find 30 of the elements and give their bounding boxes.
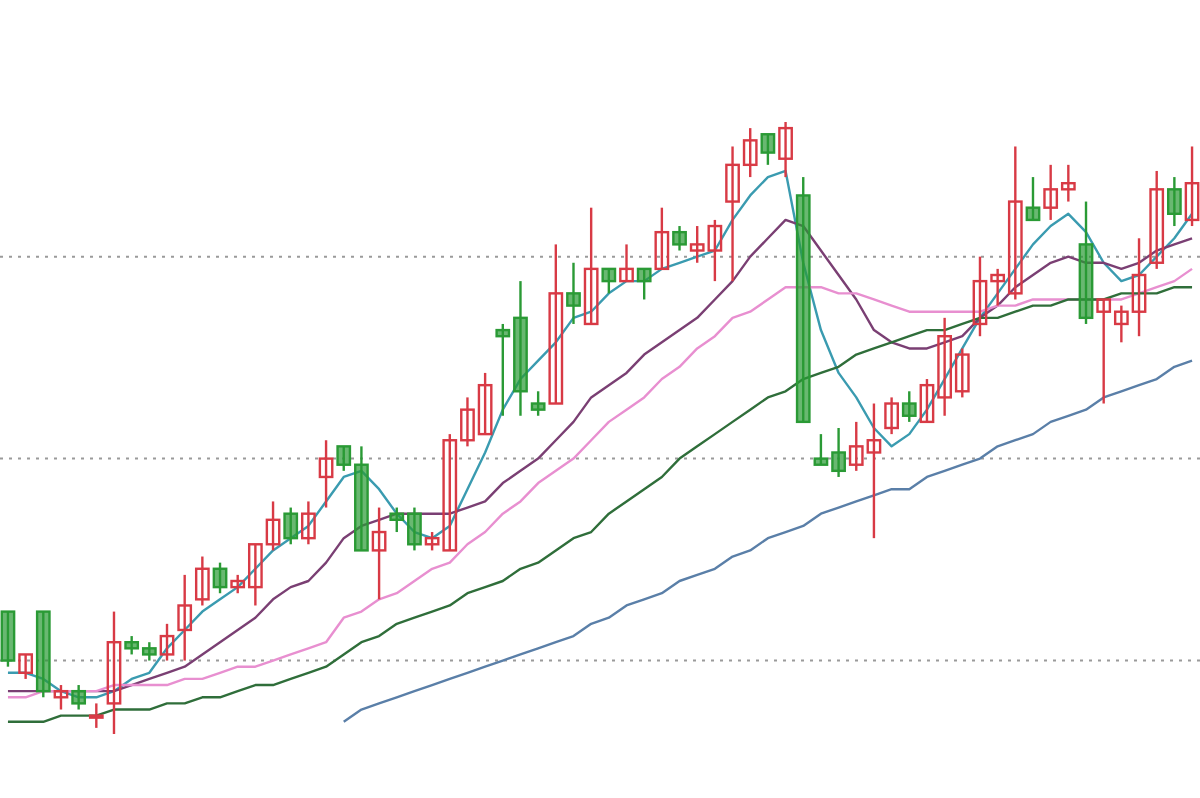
candlestick [548, 243, 564, 405]
candlestick [901, 390, 917, 424]
candlestick [530, 390, 546, 417]
candlestick [566, 261, 581, 326]
candlestick [212, 561, 228, 595]
candlestick [636, 267, 652, 301]
candlestick [71, 683, 87, 711]
candlestick [318, 439, 334, 509]
candlestick [1184, 145, 1200, 228]
candlestick [88, 702, 104, 730]
candlestick [583, 206, 599, 326]
candlestick [159, 622, 175, 662]
candlestick [106, 610, 122, 736]
candlestick [619, 243, 634, 283]
candlestick [672, 224, 687, 252]
candlestick [301, 500, 316, 546]
candlestick [371, 506, 387, 601]
candlestick [283, 506, 299, 546]
candlestick [654, 206, 670, 271]
candlestick [18, 653, 34, 681]
candlestick [194, 555, 210, 607]
candlestick [601, 267, 617, 295]
candlestick [778, 120, 793, 179]
candlestick [1166, 175, 1182, 228]
candlestick [1149, 169, 1165, 271]
candlestick [760, 133, 776, 167]
candlestick [177, 573, 193, 662]
candlestick [884, 396, 899, 436]
candlestick [53, 683, 69, 711]
candlestick [1025, 175, 1041, 222]
